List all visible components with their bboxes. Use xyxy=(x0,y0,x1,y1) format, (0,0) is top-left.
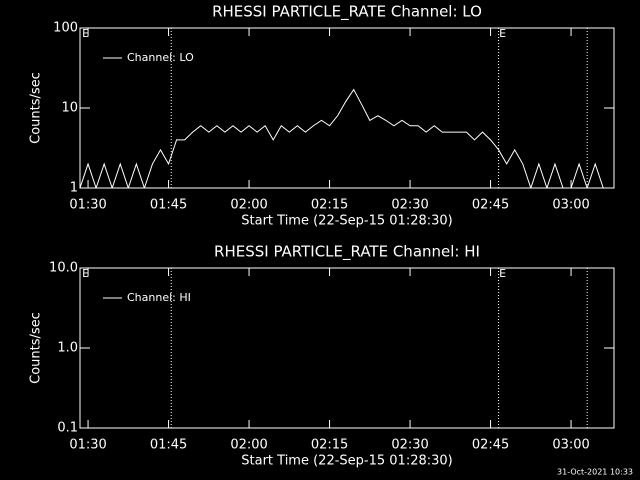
x-tick-label: 01:45 xyxy=(150,438,187,453)
y-axis-label: Counts/sec xyxy=(29,312,44,384)
chart-title: RHESSI PARTICLE_RATE Channel: HI xyxy=(214,243,480,262)
x-tick-label: 02:45 xyxy=(472,198,509,213)
y-tick-label: 10 xyxy=(61,101,78,116)
event-marker: E xyxy=(82,267,89,280)
legend-label: Channel: LO xyxy=(127,51,194,64)
event-marker: E xyxy=(82,27,89,40)
event-marker: E xyxy=(499,267,506,280)
y-tick-label: 10.0 xyxy=(49,261,78,276)
x-tick-label: 02:30 xyxy=(391,438,428,453)
chart-title: RHESSI PARTICLE_RATE Channel: LO xyxy=(212,3,482,22)
x-tick-label: 03:00 xyxy=(552,198,589,213)
x-tick-label: 02:45 xyxy=(472,438,509,453)
x-axis-label: Start Time (22-Sep-15 01:28:30) xyxy=(241,214,452,229)
x-tick-label: 02:15 xyxy=(311,438,348,453)
event-marker: E xyxy=(499,27,506,40)
x-tick-label: 01:30 xyxy=(69,438,106,453)
x-tick-label: 02:15 xyxy=(311,198,348,213)
x-axis-label: Start Time (22-Sep-15 01:28:30) xyxy=(241,454,452,469)
x-tick-label: 01:45 xyxy=(150,198,187,213)
x-tick-label: 03:00 xyxy=(552,438,589,453)
y-axis-label: Counts/sec xyxy=(29,72,44,144)
data-line xyxy=(80,88,612,188)
x-tick-label: 02:00 xyxy=(230,438,267,453)
y-tick-label: 100 xyxy=(53,21,78,36)
legend-label: Channel: HI xyxy=(127,291,191,304)
footer: 31-Oct-2021 10:33 xyxy=(557,468,633,477)
x-tick-label: 01:30 xyxy=(69,198,106,213)
y-tick-label: 0.1 xyxy=(57,421,78,436)
x-tick-label: 02:30 xyxy=(391,198,428,213)
x-tick-label: 02:00 xyxy=(230,198,267,213)
y-tick-label: 1.0 xyxy=(57,341,78,356)
y-tick-label: 1 xyxy=(70,181,78,196)
